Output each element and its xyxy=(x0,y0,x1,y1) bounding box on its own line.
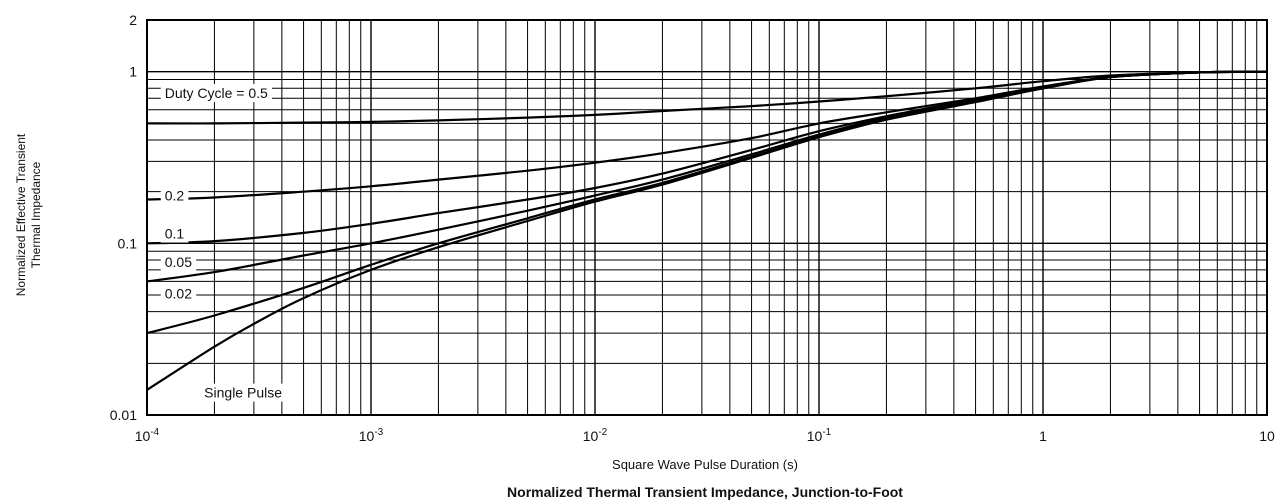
curve-label-text: 0.02 xyxy=(165,286,192,302)
x-axis-label: Square Wave Pulse Duration (s) xyxy=(612,457,798,472)
y-axis-label-line2: Thermal Impedance xyxy=(29,161,43,268)
curve-label-bg xyxy=(160,224,189,243)
curve-label-text: 0.1 xyxy=(165,226,185,242)
y-tick-label-0: 0.01 xyxy=(110,407,137,423)
curve-labels: Duty Cycle = 0.5 0.2 0.1 0.05 0.02 Single Pul… xyxy=(160,84,287,402)
curve-label-2: 0.1 xyxy=(160,224,189,243)
curve-label-bg xyxy=(160,252,197,271)
chart-title: Normalized Thermal Transient Impedance, … xyxy=(507,484,903,500)
curve-label-bg xyxy=(200,383,287,402)
x-tick-label-0: 10-4 xyxy=(135,427,160,444)
curve-label-3: 0.05 xyxy=(160,252,197,271)
curve-label-text: 0.2 xyxy=(165,187,185,203)
curves xyxy=(146,70,1268,391)
y-tick-labels: 0.01 0.1 1 2 xyxy=(110,12,137,423)
curve-label-bg xyxy=(160,186,189,205)
curve-series-5 xyxy=(146,70,1268,391)
y-tick-label-3: 2 xyxy=(129,12,137,28)
plot-frame xyxy=(146,19,1268,416)
x-tick-label-2: 10-2 xyxy=(583,427,608,444)
curve-label-4: 0.02 xyxy=(160,284,197,303)
curve-label-bg xyxy=(160,84,273,103)
curve-label-0: Duty Cycle = 0.5 xyxy=(160,84,273,103)
curve-series-2 xyxy=(146,70,1268,245)
y-tick-label-1: 0.1 xyxy=(118,235,138,251)
curve-label-bg xyxy=(160,284,197,303)
x-tick-label-3: 10-1 xyxy=(807,427,832,444)
curve-label-1: 0.2 xyxy=(160,186,189,205)
curve-label-text: 0.05 xyxy=(165,254,192,270)
curve-label-5: Single Pulse xyxy=(200,383,287,402)
x-tick-label-1: 10-3 xyxy=(359,427,384,444)
x-tick-label-5: 10 xyxy=(1259,428,1275,444)
x-tick-label-4: 1 xyxy=(1039,428,1047,444)
curve-label-text: Duty Cycle = 0.5 xyxy=(165,85,268,101)
curve-series-0 xyxy=(146,70,1268,125)
curve-series-3 xyxy=(146,70,1268,283)
x-tick-labels: 10-4 10-3 10-2 10-1 1 10 xyxy=(135,427,1275,444)
curve-label-text: Single Pulse xyxy=(204,385,282,401)
curve-series-1 xyxy=(146,70,1268,201)
y-axis-label-line1: Normalized Effective Transient xyxy=(14,133,28,296)
y-tick-label-2: 1 xyxy=(129,64,137,80)
